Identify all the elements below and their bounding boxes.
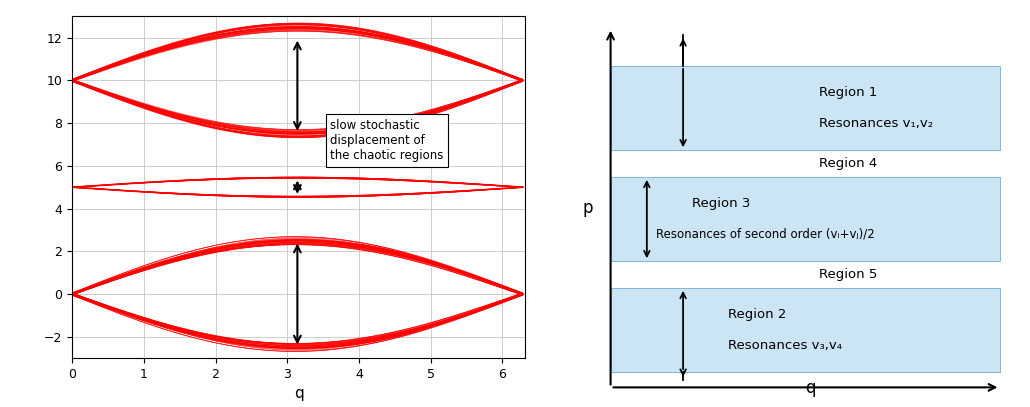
Text: Region 4: Region 4 [819,157,878,170]
Bar [611,177,1000,261]
Text: Region 2: Region 2 [728,308,787,321]
Text: Region 5: Region 5 [819,268,878,281]
Bar [611,288,1000,372]
Text: p: p [583,199,593,217]
Text: Region 1: Region 1 [819,86,878,99]
X-axis label: q: q [294,386,304,401]
Text: Resonances of second order (vᵢ+vⱼ)/2: Resonances of second order (vᵢ+vⱼ)/2 [656,228,874,241]
Text: Resonances v₁,v₂: Resonances v₁,v₂ [819,117,933,130]
Text: slow stochastic
displacement of
the chaotic regions: slow stochastic displacement of the chao… [331,119,444,162]
Bar [611,66,1000,150]
Text: Region 3: Region 3 [692,197,751,210]
Text: q: q [804,379,815,397]
Text: Resonances v₃,v₄: Resonances v₃,v₄ [728,339,843,352]
